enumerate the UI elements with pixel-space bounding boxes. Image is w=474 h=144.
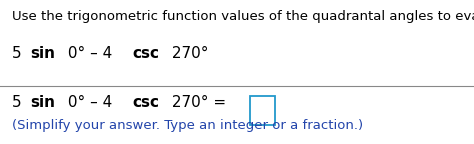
Text: csc: csc <box>133 46 160 61</box>
Text: (Simplify your answer. Type an integer or a fraction.): (Simplify your answer. Type an integer o… <box>12 120 363 132</box>
Text: 5: 5 <box>12 46 27 61</box>
Text: 270° =: 270° = <box>167 95 231 110</box>
Text: 0° – 4: 0° – 4 <box>63 95 117 110</box>
Text: sin: sin <box>30 95 55 110</box>
Text: 5: 5 <box>12 95 27 110</box>
Text: Use the trigonometric function values of the quadrantal angles to evaluate.: Use the trigonometric function values of… <box>12 10 474 23</box>
FancyBboxPatch shape <box>250 96 275 125</box>
Text: 0° – 4: 0° – 4 <box>63 46 117 61</box>
Text: 270°: 270° <box>167 46 209 61</box>
Text: sin: sin <box>30 46 55 61</box>
Text: csc: csc <box>133 95 160 110</box>
